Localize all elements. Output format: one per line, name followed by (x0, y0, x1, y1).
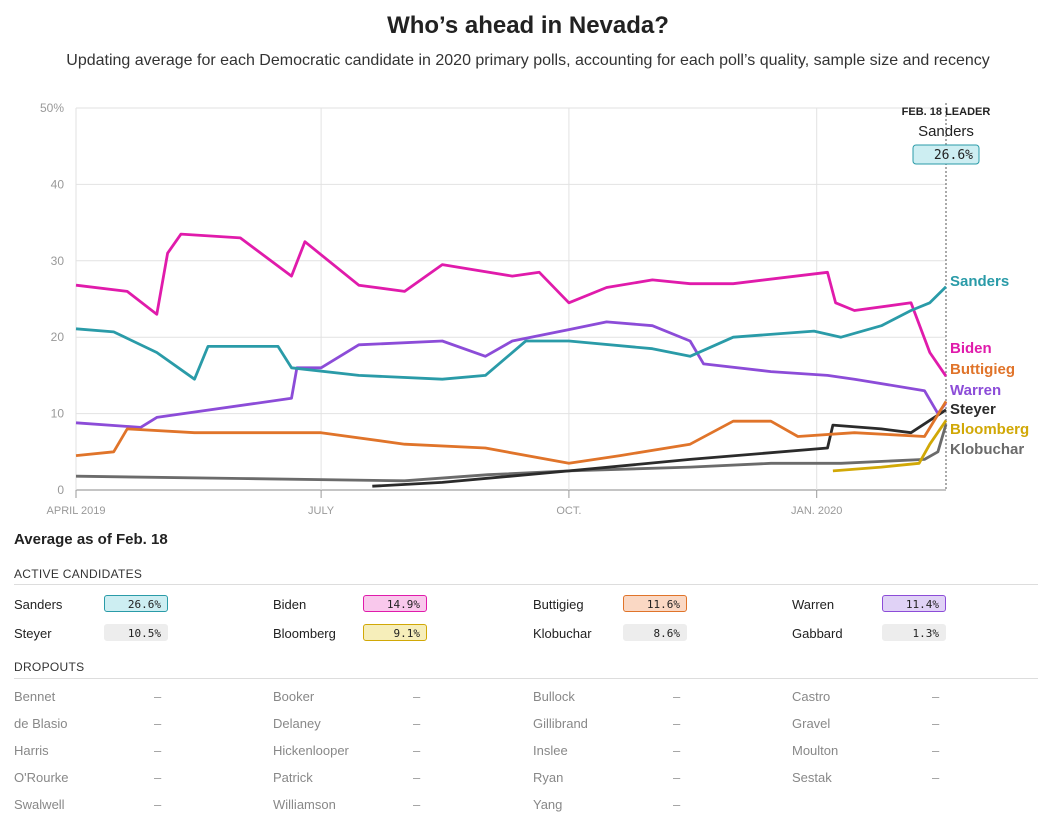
y-tick-label: 0 (57, 483, 64, 497)
candidate-average-value: 11.6% (623, 595, 687, 612)
candidate-name: Biden (273, 597, 307, 612)
dropout-value: – (932, 743, 940, 758)
end-label-bloomberg: Bloomberg (950, 421, 1029, 438)
end-label-biden: Biden (950, 340, 992, 357)
dropout-value: – (413, 743, 421, 758)
y-tick-label: 20 (51, 330, 65, 344)
dropout-name: Swalwell (14, 797, 65, 812)
candidate-average-value: 14.9% (363, 595, 427, 612)
candidate-name: Bloomberg (273, 626, 336, 641)
candidate-average-value: 10.5% (104, 624, 168, 641)
end-label-warren: Warren (950, 382, 1001, 399)
y-tick-label: 50% (40, 101, 64, 115)
dropout-value: – (154, 743, 162, 758)
dropout-value: – (413, 770, 421, 785)
candidate-name: Klobuchar (533, 626, 592, 641)
x-tick-label: JAN. 2020 (791, 505, 842, 517)
end-label-klobuchar: Klobuchar (950, 441, 1024, 458)
dropout-value: – (413, 716, 421, 731)
dropout-value: – (673, 743, 681, 758)
y-tick-label: 40 (51, 177, 65, 191)
end-label-sanders: Sanders (950, 273, 1009, 290)
y-tick-label: 30 (51, 254, 65, 268)
dropout-value: – (673, 716, 681, 731)
series-line-warren (75, 320, 948, 429)
polling-average-chart: 0 10 20 30 40 50% APRIL 2019 JULY OCT. JAN. 2020 F… (40, 101, 1029, 517)
dropout-name: de Blasio (14, 716, 68, 731)
candidate-average-value: 11.4% (882, 595, 946, 612)
dropout-name: Ryan (533, 770, 564, 785)
dropout-name: Gravel (792, 716, 831, 731)
dropout-name: Yang (533, 797, 563, 812)
y-tick-label: 10 (51, 407, 65, 421)
candidate-name: Sanders (14, 597, 63, 612)
series-line-biden (75, 232, 948, 377)
dropout-name: O'Rourke (14, 770, 69, 785)
end-label-steyer: Steyer (950, 401, 996, 418)
candidate-name: Steyer (14, 626, 52, 641)
active-candidates-heading: ACTIVE CANDIDATES (14, 567, 143, 581)
chart-title: Who’s ahead in Nevada? (387, 12, 669, 39)
dropout-name: Delaney (273, 716, 321, 731)
chart-subtitle: Updating average for each Democratic can… (66, 52, 990, 69)
dropout-name: Patrick (273, 770, 313, 785)
series-line-buttigieg (75, 400, 948, 465)
dropout-name: Gillibrand (533, 716, 588, 731)
x-tick-label: JULY (308, 505, 335, 517)
average-as-of-heading: Average as of Feb. 18 (14, 531, 168, 548)
dropout-value: – (932, 770, 940, 785)
series-line-sanders (75, 285, 947, 381)
candidate-average-value: 8.6% (623, 624, 687, 641)
dropout-value: – (413, 797, 421, 812)
dropout-value: – (413, 689, 421, 704)
dropout-name: Castro (792, 689, 831, 704)
x-tick-label: OCT. (556, 505, 581, 517)
candidate-average-value: 1.3% (882, 624, 946, 641)
dropout-name: Inslee (533, 743, 568, 758)
end-label-buttigieg: Buttigieg (950, 361, 1015, 378)
candidate-average-value: 26.6% (104, 595, 168, 612)
series-line-klobuchar (75, 423, 948, 483)
candidate-name: Gabbard (792, 626, 843, 641)
dropout-name: Harris (14, 743, 49, 758)
candidate-name: Buttigieg (533, 597, 584, 612)
candidate-name: Warren (792, 597, 835, 612)
series-line-steyer (372, 408, 947, 488)
dropout-value: – (673, 689, 681, 704)
dropout-name: Bennet (14, 689, 56, 704)
dropout-name: Williamson (273, 797, 336, 812)
leader-value: 26.6% (934, 148, 973, 163)
leader-heading: FEB. 18 LEADER (902, 106, 991, 118)
leader-value-box (912, 144, 980, 165)
leader-name: Sanders (918, 123, 974, 140)
dropout-name: Sestak (792, 770, 832, 785)
active-divider (14, 584, 1038, 585)
dropout-name: Hickenlooper (273, 743, 349, 758)
dropout-value: – (154, 797, 162, 812)
dropouts-heading: DROPOUTS (14, 660, 85, 674)
dropout-name: Booker (273, 689, 315, 704)
series-line-bloomberg (832, 419, 948, 473)
dropout-value: – (673, 770, 681, 785)
dropout-value: – (932, 689, 940, 704)
dropout-value: – (154, 770, 162, 785)
dropout-name: Moulton (792, 743, 839, 758)
dropout-value: – (673, 797, 681, 812)
dropout-value: – (154, 716, 162, 731)
candidate-average-value: 9.1% (363, 624, 427, 641)
dropout-value: – (932, 716, 940, 731)
dropouts-divider (14, 678, 1038, 679)
x-tick-label: APRIL 2019 (47, 505, 106, 517)
dropout-name: Bullock (533, 689, 575, 704)
dropout-value: – (154, 689, 162, 704)
